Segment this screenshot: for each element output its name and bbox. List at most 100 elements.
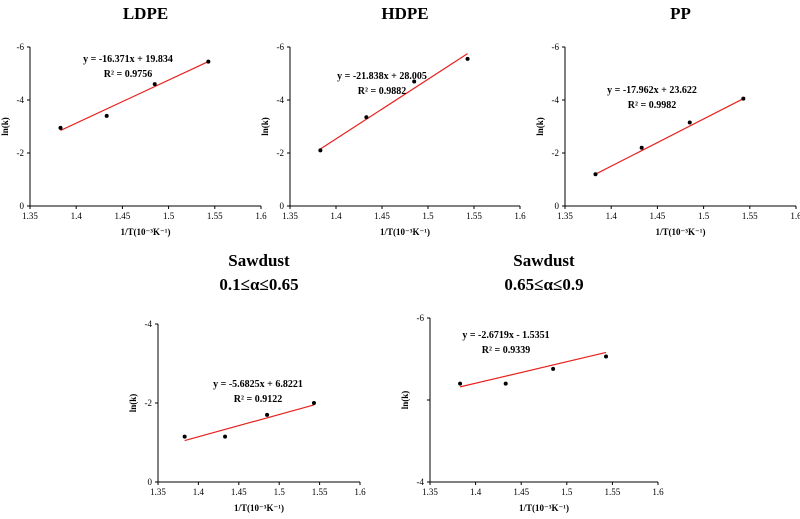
data-point (687, 120, 692, 125)
chart-panel-5: Sawdust 0.65≤α≤0.9 1.35 1.4 1.45 1.5 1.55 1.6 -4… (400, 251, 664, 513)
y-tick-label: -2 (145, 398, 153, 408)
x-axis-label: 1/T(10⁻³K⁻¹) (519, 503, 569, 513)
x-tick-label: 1.45 (115, 211, 131, 221)
y-tick-label: -4 (277, 95, 285, 105)
data-point (318, 148, 323, 153)
fit-r-squared: R² = 0.9339 (482, 345, 530, 356)
y-axis-label: ln(k) (0, 117, 10, 136)
y-tick-label: 0 (280, 201, 285, 211)
y-tick-label: -2 (277, 148, 285, 158)
fit-line (459, 351, 607, 388)
x-tick-label: 1.4 (193, 487, 205, 497)
y-tick-label: -6 (17, 42, 25, 52)
data-point (551, 366, 556, 371)
data-point (604, 354, 609, 359)
x-tick-label: 1.45 (231, 487, 247, 497)
x-tick-label: 1.5 (561, 487, 573, 497)
data-point (223, 434, 228, 439)
y-tick-label: -2 (17, 148, 25, 158)
y-tick-label: 0 (555, 201, 560, 211)
y-axis-label: ln(k) (128, 394, 138, 413)
x-tick-label: 1.35 (282, 211, 298, 221)
x-tick-label: 1.5 (163, 211, 175, 221)
y-axis-label: ln(k) (535, 117, 545, 136)
data-point (412, 79, 417, 84)
x-tick-label: 1.55 (207, 211, 223, 221)
data-point (503, 381, 508, 386)
y-tick-label: 0 (20, 201, 25, 211)
data-point (206, 59, 211, 64)
y-tick-label: -6 (277, 42, 285, 52)
y-tick-label: -4 (417, 477, 425, 487)
chart-title: Sawdust (513, 251, 575, 270)
x-tick-label: 1.55 (466, 211, 482, 221)
fit-r-squared: R² = 0.9982 (628, 100, 676, 111)
fit-r-squared: R² = 0.9756 (104, 69, 152, 80)
x-tick-label: 1.4 (71, 211, 83, 221)
x-axis-label: 1/T(10⁻³K⁻¹) (380, 227, 430, 237)
data-point (182, 434, 187, 439)
y-axis-label: ln(k) (260, 117, 270, 136)
x-tick-label: 1.35 (22, 211, 38, 221)
chart-title: HDPE (381, 4, 428, 23)
y-tick-label: -4 (145, 319, 153, 329)
x-axis-label: 1/T(10⁻³K⁻¹) (656, 227, 706, 237)
x-tick-label: 1.6 (255, 211, 267, 221)
x-tick-label: 1.35 (150, 487, 166, 497)
x-tick-label: 1.6 (790, 211, 800, 221)
chart-panel-2: HDPE 1.35 1.4 1.45 1.5 1.55 1.6 0 -2 -4 -6 1/T(10⁻³… (260, 4, 526, 237)
y-tick-label: 0 (148, 477, 153, 487)
x-tick-label: 1.45 (650, 211, 666, 221)
chart-panel-1: LDPE 1.35 1.4 1.45 1.5 1.55 1.6 0 -2 -4 -6 1/T(10⁻³… (0, 4, 267, 237)
fit-line (595, 98, 744, 175)
x-tick-label: 1.6 (514, 211, 526, 221)
data-point (152, 82, 157, 87)
data-point (364, 115, 369, 120)
data-point (104, 113, 109, 118)
chart-title: PP (670, 4, 691, 23)
x-axis-label: 1/T(10⁻³K⁻¹) (234, 503, 284, 513)
fit-line (184, 404, 315, 442)
x-tick-label: 1.4 (470, 487, 482, 497)
x-axis-label: 1/T(10⁻³K⁻¹) (121, 227, 171, 237)
x-tick-label: 1.4 (330, 211, 342, 221)
y-tick-label: -6 (417, 313, 425, 323)
x-tick-label: 1.5 (698, 211, 710, 221)
fit-r-squared: R² = 0.9882 (358, 86, 406, 97)
fit-r-squared: R² = 0.9122 (234, 394, 282, 405)
chart-title: Sawdust (228, 251, 290, 270)
x-tick-label: 1.55 (312, 487, 328, 497)
data-point (593, 172, 598, 177)
x-tick-label: 1.5 (422, 211, 434, 221)
fit-equation: y = -2.6719x - 1.5351 (462, 330, 549, 341)
y-tick-label: -4 (552, 95, 560, 105)
chart-subtitle: 0.1≤α≤0.65 (219, 275, 298, 294)
x-tick-label: 1.55 (742, 211, 758, 221)
y-axis-label: ln(k) (400, 391, 410, 410)
x-tick-label: 1.45 (513, 487, 529, 497)
chart-title: LDPE (123, 4, 168, 23)
data-point (465, 56, 470, 61)
data-point (58, 125, 63, 130)
data-point (458, 381, 463, 386)
x-tick-label: 1.6 (354, 487, 366, 497)
x-tick-label: 1.6 (652, 487, 664, 497)
data-point (639, 145, 644, 150)
fit-line (60, 61, 209, 132)
fit-equation: y = -5.6825x + 6.8221 (213, 379, 303, 390)
chart-subtitle: 0.65≤α≤0.9 (504, 275, 583, 294)
fit-line (320, 53, 468, 150)
x-tick-label: 1.35 (557, 211, 573, 221)
chart-panel-3: PP 1.35 1.4 1.45 1.5 1.55 1.6 0 -2 -4 -6 1/T(10⁻³K⁻… (535, 4, 800, 237)
fit-equation: y = -17.962x + 23.622 (607, 85, 697, 96)
x-tick-label: 1.45 (374, 211, 390, 221)
y-tick-label: -6 (552, 42, 560, 52)
data-point (311, 401, 316, 405)
y-tick-label: -2 (552, 148, 560, 158)
x-tick-label: 1.35 (422, 487, 438, 497)
x-tick-label: 1.5 (274, 487, 286, 497)
data-point (741, 96, 746, 101)
chart-panel-4: Sawdust 0.1≤α≤0.65 1.35 1.4 1.45 1.5 1.55 1.6 0 -… (128, 251, 366, 513)
y-tick-label: -4 (17, 95, 25, 105)
